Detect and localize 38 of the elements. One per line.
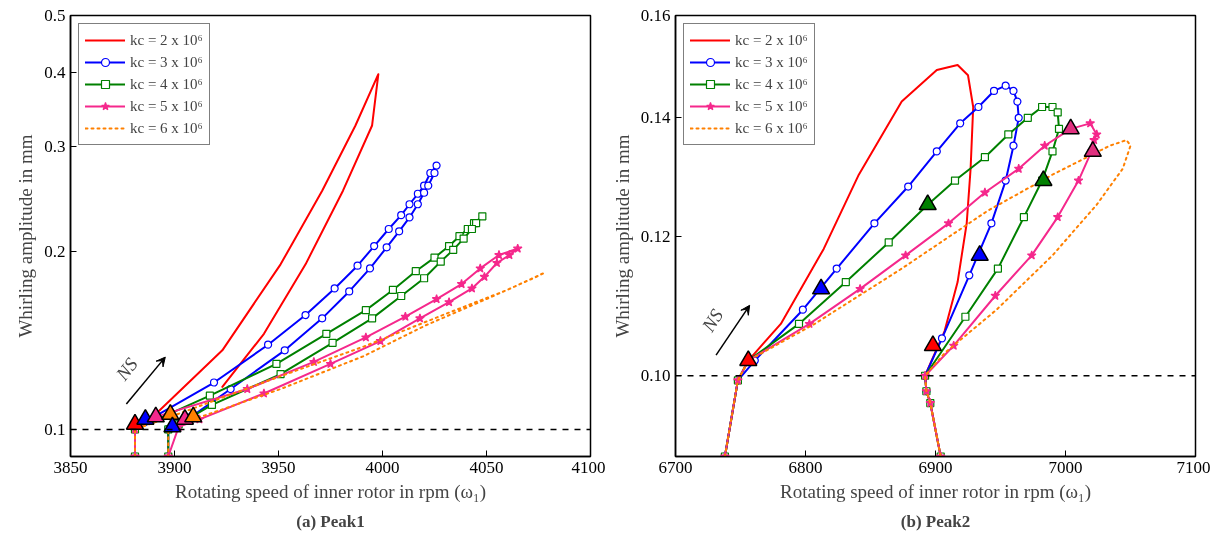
legend-label: kc = 5 x 10⁶: [735, 97, 808, 115]
y-tick-label: 0.4: [44, 63, 66, 83]
legend-label: kc = 4 x 10⁶: [130, 75, 203, 93]
legend-label: kc = 6 x 10⁶: [130, 119, 203, 137]
x-axis-title: Rotating speed of inner rotor in rpm (ω₁): [175, 480, 486, 503]
x-tick-label: 4000: [365, 457, 400, 477]
y-tick-label: 0.12: [640, 226, 671, 246]
x-tick-label: 6700: [658, 457, 693, 477]
x-tick-label: 3950: [261, 457, 296, 477]
annotation: NS: [697, 304, 728, 337]
x-tick-label: 7000: [1048, 457, 1083, 477]
x-tick-label: 4050: [469, 457, 504, 477]
y-tick-label: 0.3: [44, 137, 66, 157]
y-tick-label: 0.1: [44, 419, 66, 439]
y-tick-label: 0.10: [640, 366, 671, 386]
legend-label: kc = 5 x 10⁶: [130, 97, 203, 115]
y-tick-label: 0.2: [44, 241, 66, 261]
x-tick-label: 7100: [1176, 457, 1211, 477]
legend-label: kc = 6 x 10⁶: [735, 119, 808, 137]
x-tick-label: 3900: [157, 457, 192, 477]
y-tick-label: 0.16: [640, 6, 671, 25]
y-tick-label: 0.14: [640, 108, 671, 128]
x-tick-label: 6800: [788, 457, 823, 477]
legend-label: kc = 2 x 10⁶: [735, 31, 808, 49]
text: (b) Peak2: [900, 511, 971, 531]
y-axis-title: Whirling amplitude in mm: [15, 134, 37, 338]
text: (a) Peak1: [296, 511, 365, 531]
y-axis-title: Whirling amplitude in mm: [611, 134, 633, 338]
annotation: NS: [110, 353, 143, 386]
x-tick-label: 4100: [571, 457, 606, 477]
x-axis-title: Rotating speed of inner rotor in rpm (ω₁): [780, 480, 1091, 503]
legend-label: kc = 3 x 10⁶: [735, 53, 808, 71]
x-tick-label: 3850: [53, 457, 88, 477]
legend-label: kc = 2 x 10⁶: [130, 31, 203, 49]
legend-label: kc = 3 x 10⁶: [130, 53, 203, 71]
legend-label: kc = 4 x 10⁶: [735, 75, 808, 93]
y-tick-label: 0.5: [44, 6, 66, 25]
x-tick-label: 6900: [918, 457, 953, 477]
